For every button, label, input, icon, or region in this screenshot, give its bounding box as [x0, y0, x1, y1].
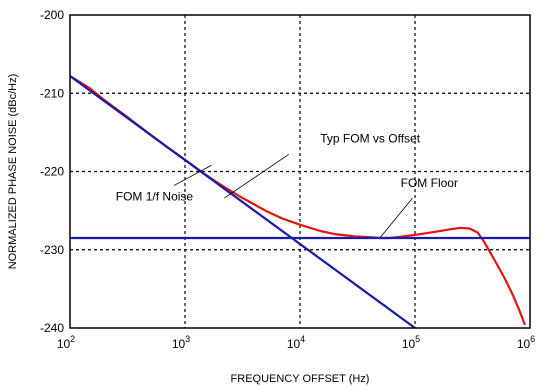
x-axis-label: FREQUENCY OFFSET (Hz) — [231, 373, 370, 385]
annotations: Typ FOM vs Offset FOM 1/f Noise FOM Floor — [116, 132, 458, 238]
x-tick-label: 106 — [517, 334, 535, 351]
y-axis-label: NORMALIZED PHASE NOISE (dBc/Hz) — [7, 74, 19, 270]
y-tick-label: -200 — [40, 8, 64, 22]
x-tick-exponent: 3 — [185, 334, 190, 344]
annotation-pointer — [224, 153, 290, 199]
y-tick-label: -240 — [40, 321, 64, 335]
y-tick-label: -210 — [40, 86, 64, 100]
x-tick-label: 104 — [287, 334, 305, 351]
x-tick-label: 105 — [402, 334, 420, 351]
grid — [70, 15, 530, 328]
x-tick-label: 102 — [57, 334, 75, 351]
series-group — [70, 74, 530, 328]
y-tick-label: -220 — [40, 165, 64, 179]
x-tick-exponent: 4 — [300, 334, 305, 344]
x-tick-exponent: 2 — [70, 334, 75, 344]
series-flicker-line — [70, 74, 417, 328]
plot-frame — [69, 14, 531, 329]
x-tick-base: 10 — [287, 337, 301, 351]
annotation-label: Typ FOM vs Offset — [320, 132, 420, 146]
x-tick-base: 10 — [402, 337, 416, 351]
x-tick-exponent: 6 — [530, 334, 535, 344]
tick-labels: 102 103 104 105 106-200-210-220-230-240 — [40, 8, 535, 351]
annotation-pointer — [173, 164, 212, 186]
x-tick-base: 10 — [517, 337, 531, 351]
annotation-label: FOM 1/f Noise — [116, 189, 194, 203]
y-tick-label: -230 — [40, 243, 64, 257]
x-tick-exponent: 5 — [415, 334, 420, 344]
x-tick-label: 103 — [172, 334, 190, 351]
annotation-pointer — [380, 197, 413, 238]
x-tick-base: 10 — [172, 337, 186, 351]
annotation-label: FOM Floor — [401, 176, 458, 190]
x-tick-base: 10 — [57, 337, 71, 351]
